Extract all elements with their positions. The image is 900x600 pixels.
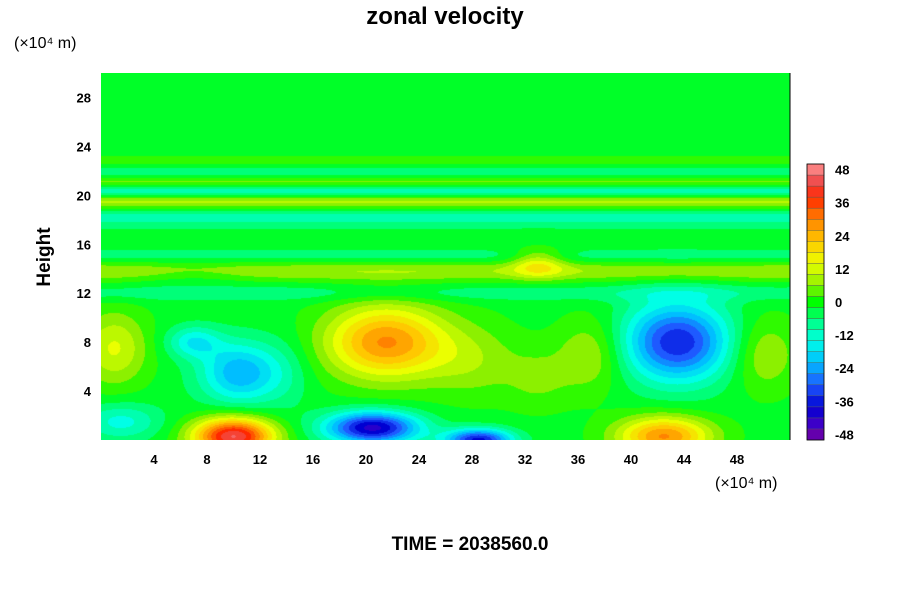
- colorbar-swatch: [806, 406, 825, 419]
- x-tick-label: 32: [518, 452, 532, 467]
- colorbar-swatch: [806, 417, 825, 430]
- x-tick-label: 48: [730, 452, 744, 467]
- x-tick-label: 28: [465, 452, 479, 467]
- colorbar-tick-label: -24: [835, 361, 855, 376]
- y-tick-label: 8: [84, 335, 91, 350]
- y-tick-label: 16: [77, 237, 91, 252]
- colorbar-swatch: [806, 218, 825, 231]
- colorbar-swatch: [806, 196, 825, 209]
- colorbar-swatch: [806, 329, 825, 341]
- y-tick-label: 20: [77, 188, 91, 203]
- colorbar-swatch: [806, 373, 825, 386]
- colorbar-swatch: [806, 318, 825, 330]
- x-tick-label: 44: [677, 452, 692, 467]
- colorbar-tick-label: -36: [835, 394, 854, 409]
- x-axis-ticks: 4 8 12 16 20 24 28 32 36 40 44 48: [150, 452, 744, 467]
- y-tick-label: 4: [84, 384, 92, 399]
- colorbar: 48 36 24 12 0 -12 -24 -36 -48: [806, 163, 855, 442]
- colorbar-tick-label: 36: [835, 196, 849, 211]
- colorbar-swatch: [806, 428, 825, 441]
- colorbar-swatch: [806, 307, 825, 319]
- colorbar-swatch: [806, 207, 825, 220]
- colorbar-swatch: [806, 252, 825, 264]
- velocity-field-canvas: [101, 73, 790, 440]
- colorbar-swatch: [806, 296, 825, 308]
- colorbar-tick-label: 24: [835, 229, 850, 244]
- colorbar-tick-label: 48: [835, 163, 849, 178]
- colorbar-swatch: [806, 285, 825, 297]
- plot-area: [101, 73, 791, 440]
- colorbar-swatch: [806, 351, 825, 363]
- x-tick-label: 16: [306, 452, 320, 467]
- x-tick-label: 40: [624, 452, 638, 467]
- colorbar-swatch: [806, 340, 825, 352]
- x-tick-label: 8: [203, 452, 210, 467]
- x-tick-label: 20: [359, 452, 373, 467]
- colorbar-swatch: [806, 230, 825, 242]
- y-axis-unit: (×10⁴ m): [14, 35, 76, 52]
- x-tick-label: 4: [150, 452, 158, 467]
- y-tick-label: 24: [77, 139, 92, 154]
- colorbar-swatch: [806, 263, 825, 275]
- colorbar-swatch: [806, 163, 825, 176]
- colorbar-tick-label: -48: [835, 427, 854, 442]
- colorbar-frame: [806, 163, 825, 441]
- colorbar-swatch: [806, 362, 825, 374]
- x-tick-label: 24: [412, 452, 427, 467]
- colorbar-tick-label: -12: [835, 328, 854, 343]
- chart-title: zonal velocity: [366, 3, 524, 30]
- colorbar-swatch: [806, 241, 825, 253]
- colorbar-swatch: [806, 395, 825, 408]
- colorbar-swatch: [806, 384, 825, 397]
- y-tick-label: 28: [77, 90, 91, 105]
- time-label: TIME = 2038560.0: [392, 534, 549, 555]
- x-axis-unit: (×10⁴ m): [715, 475, 777, 492]
- y-tick-label: 12: [77, 286, 91, 301]
- velocity-field: [101, 73, 790, 440]
- colorbar-swatch: [806, 174, 825, 187]
- y-axis-ticks: 4 8 12 16 20 24 28: [77, 90, 92, 399]
- colorbar-tick-label: 12: [835, 262, 849, 277]
- y-axis-label: Height: [34, 227, 55, 287]
- colorbar-tick-label: 0: [835, 295, 842, 310]
- colorbar-swatch: [806, 185, 825, 198]
- x-tick-label: 36: [571, 452, 585, 467]
- x-tick-label: 12: [253, 452, 267, 467]
- colorbar-swatch: [806, 274, 825, 286]
